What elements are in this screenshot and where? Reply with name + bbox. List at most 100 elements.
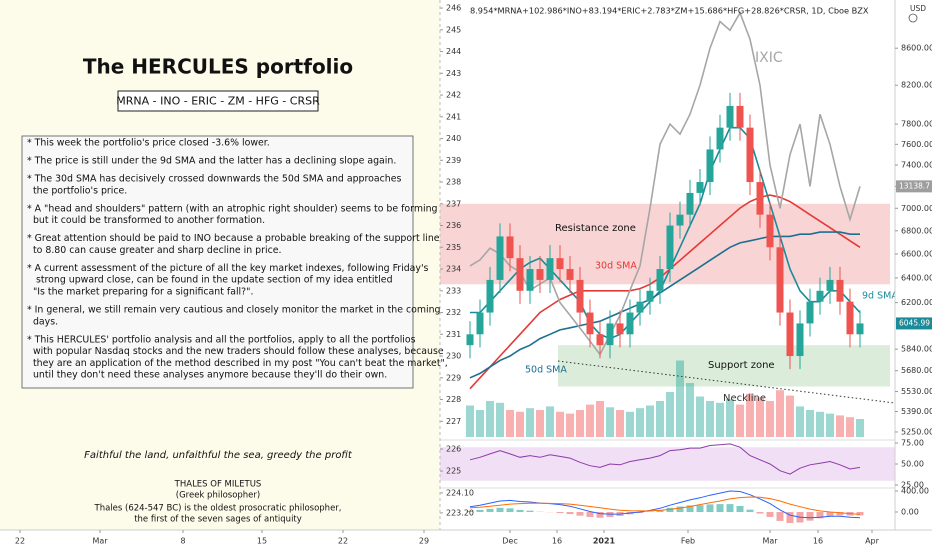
y2-tick-label: 6600.00	[901, 250, 932, 259]
series-line	[470, 126, 861, 340]
series-line	[469, 11, 861, 357]
ixic-badge: 13138.7	[899, 181, 930, 190]
series-line	[469, 231, 860, 379]
candle-body	[686, 192, 694, 215]
volume-bar	[546, 406, 554, 437]
y2-tick-label: 8200.00	[901, 81, 932, 90]
y-tick-label: 227	[446, 417, 461, 426]
macd-histogram	[596, 511, 604, 518]
macd-histogram	[766, 511, 774, 517]
candle-body	[656, 269, 664, 291]
volume-bar	[846, 417, 854, 437]
x-tick-label: 16	[552, 537, 562, 546]
series-line	[469, 490, 861, 519]
volume-bar	[536, 410, 544, 437]
y-tick-label: 239	[446, 156, 461, 165]
candle-body	[856, 323, 864, 335]
y-tick-label: 235	[446, 243, 461, 252]
note-line: * The 30d SMA has decisively crossed dow…	[27, 174, 401, 185]
y2-tick-label: 25.00	[901, 480, 924, 489]
candle-body	[626, 312, 634, 335]
volume-bar	[646, 405, 654, 437]
candle-body	[766, 214, 774, 248]
y-tick-label: 229	[446, 373, 461, 382]
y-tick-label: 245	[446, 25, 461, 34]
x-tick-label: Apr	[865, 537, 880, 546]
bio-line: the first of the seven sages of antiquit…	[134, 515, 302, 525]
y2-tick-label: 6200.00	[901, 298, 932, 307]
candle-body	[636, 301, 644, 313]
macd-histogram	[756, 511, 764, 514]
macd-histogram	[486, 508, 494, 512]
candle-body	[706, 149, 714, 183]
note-line: * In general, we still remain very cauti…	[27, 305, 441, 316]
volume-bar	[586, 404, 594, 437]
note-line: * This HERCULES' portfolio analysis and …	[27, 334, 416, 345]
note-line: strong upward close, can be found in the…	[27, 275, 393, 286]
zone	[558, 345, 890, 387]
y2-tick-label: 5390.00	[901, 407, 932, 416]
series-label: IXIC	[755, 50, 783, 66]
volume-bar	[666, 392, 674, 437]
macd-histogram	[586, 511, 594, 517]
volume-bar	[696, 396, 704, 437]
note-line: with popular Nasdaq stocks and the new t…	[27, 346, 444, 357]
candle-body	[556, 258, 564, 270]
candle-body	[806, 301, 814, 324]
macd-histogram	[826, 511, 834, 517]
y-tick-label: 236	[446, 221, 461, 230]
volume-bar	[726, 399, 734, 437]
note-line: they are an application of the method de…	[27, 358, 448, 369]
candle-body	[836, 279, 844, 302]
settings-icon[interactable]	[908, 13, 918, 23]
volume-bar	[716, 402, 724, 437]
macd-histogram	[686, 505, 694, 512]
series-line	[469, 443, 861, 475]
candle-body	[646, 290, 654, 302]
macd-histogram	[556, 511, 564, 514]
candle-body	[676, 214, 684, 226]
volume-bar	[496, 402, 504, 437]
candle-body	[586, 312, 594, 335]
y2-tick-label: 5250.00	[901, 427, 932, 436]
candle-body	[576, 279, 584, 313]
candle-body	[666, 225, 674, 270]
candle-body	[496, 236, 504, 280]
chart-title: 8.954*MRNA+102.986*INO+83.194*ERIC+2.783…	[470, 6, 869, 16]
candle-body	[606, 323, 614, 346]
candle-body	[526, 269, 534, 291]
y-tick-label: 232	[446, 308, 461, 317]
series-label: 30d SMA	[595, 261, 637, 272]
macd-histogram	[526, 510, 534, 512]
x-tick-label: Mar	[762, 537, 778, 546]
candle-body	[596, 334, 604, 346]
candle-body	[616, 323, 624, 335]
author-role: (Greek philosopher)	[176, 491, 260, 501]
macd-histogram	[836, 511, 844, 516]
series-line	[469, 496, 861, 515]
x-tick-label: 16	[813, 537, 823, 546]
note-box	[21, 135, 414, 389]
candle-body	[566, 269, 574, 280]
price-badge-bg	[896, 317, 932, 330]
y-tick-label: 246	[446, 4, 461, 13]
y-tick-label: 238	[446, 178, 461, 187]
series-label: 9d SMA	[862, 291, 898, 302]
volume-bar	[616, 410, 624, 437]
volume-bar	[466, 405, 474, 437]
candle-body	[786, 312, 794, 357]
volume-bar	[706, 401, 714, 437]
macd-histogram	[506, 508, 514, 512]
background-layer	[440, 203, 895, 481]
candle-body	[726, 105, 734, 128]
y-tick-label: 244	[446, 47, 461, 56]
volume-bar	[526, 408, 534, 437]
y2-tick-label: 5530.00	[901, 387, 932, 396]
candle-body	[826, 279, 834, 291]
note-line: the portfolio's price.	[27, 185, 127, 196]
candle-body	[466, 334, 474, 346]
candle-body	[846, 301, 854, 335]
volume-bar	[786, 395, 794, 437]
macd-histogram	[566, 511, 574, 515]
x-tick-label: 15	[257, 537, 267, 546]
